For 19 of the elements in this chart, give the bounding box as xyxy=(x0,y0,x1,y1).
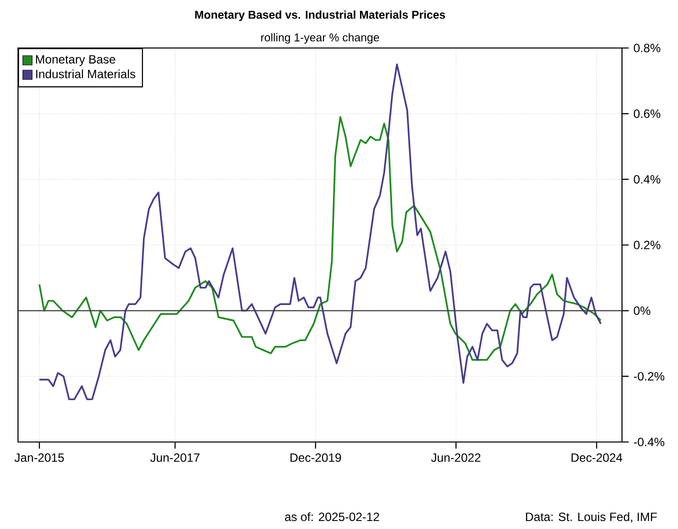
y-tick-label: 0.2% xyxy=(634,240,660,250)
chart-subtitle: rolling 1-year % change xyxy=(261,33,379,44)
y-tick-label: -0.4% xyxy=(634,438,664,446)
chart-title: Monetary Based vs. Industrial Materials Prices xyxy=(195,10,446,22)
text: Data: St. Louis Fed, IMF xyxy=(526,512,657,523)
y-tick-label: 0% xyxy=(634,306,650,315)
legend-label: Monetary Base xyxy=(36,55,116,66)
text: as of: 2025-02-12 xyxy=(284,512,380,522)
x-tick-label: Dec-2024 xyxy=(572,453,622,462)
line-series xyxy=(38,116,602,361)
y-tick-label: 0.4% xyxy=(634,175,660,184)
x-tick-label: Jan-2015 xyxy=(14,453,64,462)
legend-label: Industrial Materials xyxy=(36,69,136,78)
x-tick-label: Jun-2022 xyxy=(431,453,480,462)
x-tick-label: Jun-2017 xyxy=(150,453,200,462)
x-tick-label: Dec-2019 xyxy=(290,453,341,462)
y-tick-label: -0.2% xyxy=(634,372,664,381)
y-tick-label: 0.8% xyxy=(634,44,660,52)
y-tick-label: 0.6% xyxy=(634,109,660,118)
